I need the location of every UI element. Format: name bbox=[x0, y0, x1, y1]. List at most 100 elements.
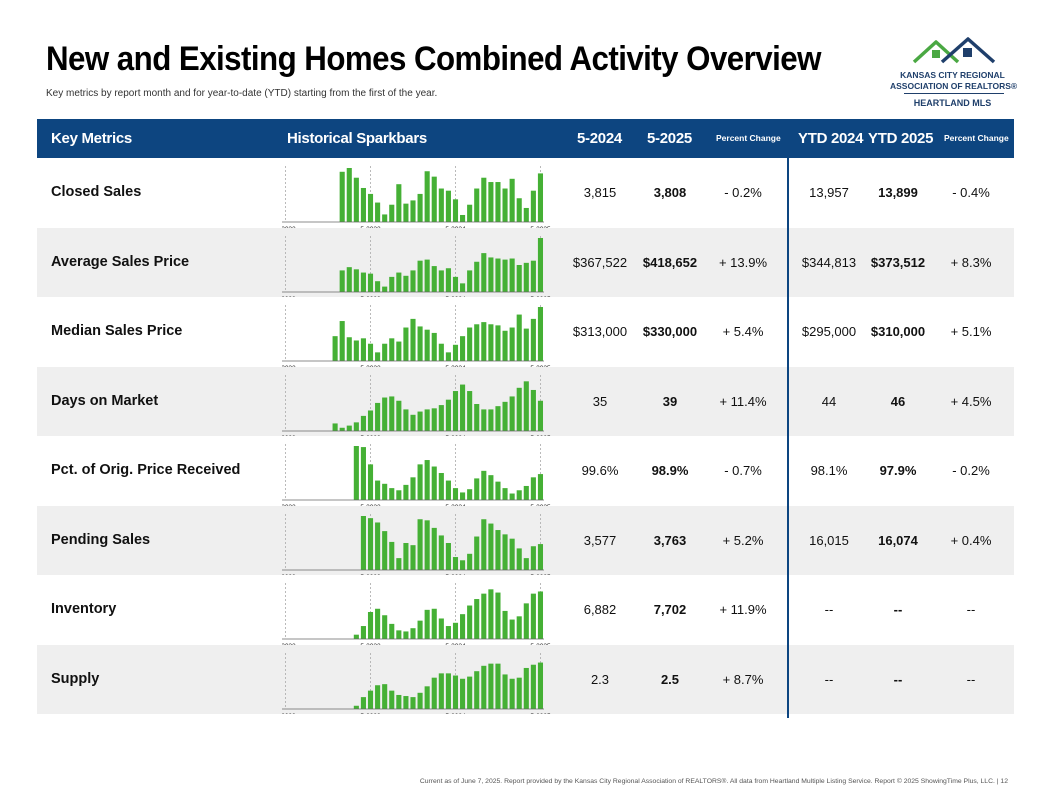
sparkbar-chart: 5-2022 5-2023 5-2024 5-2025 bbox=[282, 652, 551, 715]
sparkbar-bar bbox=[452, 199, 459, 222]
sparkbar-bar bbox=[445, 399, 451, 431]
sparkbar-bar bbox=[438, 672, 444, 709]
sparkbar-tick-label: 5-2023 bbox=[360, 643, 381, 645]
sparkbar-bar bbox=[495, 182, 501, 222]
sparkbar-bar bbox=[382, 615, 388, 639]
metric-row: Average Sales Price $367,522 $418,652 + 13.… bbox=[37, 227, 1014, 298]
sparkbar-bar bbox=[431, 466, 437, 500]
sparkbar-bar bbox=[530, 318, 536, 361]
sparkbar-bar bbox=[424, 685, 430, 709]
sparkbar-tick-label: 5-2024 bbox=[445, 435, 466, 437]
sparkbar-tick-label: 5-2025 bbox=[530, 504, 551, 506]
sparkbar-bar bbox=[481, 322, 487, 361]
sparkbar-bar bbox=[353, 268, 359, 292]
sparkbar-bar bbox=[516, 677, 522, 709]
value-month-2025: $418,652 bbox=[642, 254, 698, 270]
sparkbar-bar bbox=[452, 390, 459, 431]
sparkbar-bar bbox=[523, 557, 529, 570]
sparkbar-bar bbox=[474, 403, 480, 431]
value-ytd-2025: -- bbox=[893, 602, 903, 617]
sparkbar-bar bbox=[339, 321, 345, 361]
sparkbar-bar bbox=[431, 608, 437, 639]
header-ytd-2025: YTD 2025 bbox=[868, 130, 934, 147]
sparkbar-bar bbox=[495, 481, 501, 500]
sparkbar-bar bbox=[417, 692, 423, 709]
footer-note: Current as of June 7, 2025. Report provi… bbox=[419, 778, 1008, 785]
value-ytd-2024: -- bbox=[824, 602, 834, 617]
sparkbar-bar bbox=[424, 460, 430, 500]
sparkbar-tick-label: 5-2024 bbox=[445, 226, 466, 228]
logo-text-line1: KANSAS CITY REGIONAL bbox=[900, 70, 1005, 80]
value-month-2025: 98.9% bbox=[651, 463, 689, 478]
house-roof-icon bbox=[912, 37, 996, 64]
sparkbar-bar bbox=[410, 318, 416, 361]
sparkbar-bar bbox=[452, 276, 459, 292]
sparkbar-tick-label: 5-2025 bbox=[530, 226, 551, 228]
sparkbar-bar bbox=[396, 630, 402, 639]
sparkbar-tick-label: 5-2022 bbox=[282, 226, 296, 228]
metric-label: Supply bbox=[51, 670, 100, 687]
sparkbar-bar bbox=[339, 269, 345, 292]
sparkbar-chart: 5-2022 5-2023 5-2024 5-2025 bbox=[282, 444, 551, 506]
sparkbar-bar bbox=[410, 414, 416, 431]
sparkbar-bar bbox=[467, 676, 473, 709]
sparkbar-bar bbox=[346, 168, 352, 222]
value-month-2024: 2.3 bbox=[590, 671, 610, 687]
sparkbar-bar bbox=[375, 521, 381, 570]
header-month-2025: 5-2025 bbox=[647, 130, 692, 147]
sparkbar-bar bbox=[367, 193, 374, 222]
sparkbar-tick-label: 5-2024 bbox=[445, 713, 466, 715]
header-percent-change: Percent Change bbox=[716, 133, 781, 143]
sparkbar-bar bbox=[424, 408, 430, 431]
metric-row: Days on Market 35 39 + 11.4% 44 46 + 4.5% 5-202… bbox=[37, 366, 1014, 437]
sparkbar-bar bbox=[424, 609, 430, 639]
sparkbar-tick-label: 5-2025 bbox=[530, 296, 551, 298]
sparkbar-bar bbox=[367, 464, 374, 500]
sparkbar-bar bbox=[417, 620, 423, 639]
sparkbar-bar bbox=[474, 599, 480, 639]
sparkbar-bar bbox=[360, 187, 366, 222]
sparkbar-tick-label: 5-2025 bbox=[530, 643, 551, 645]
sparkbar-bar bbox=[360, 415, 366, 431]
value-ytd-2025: 16,074 bbox=[878, 532, 918, 548]
sparkbar-tick-label: 5-2022 bbox=[282, 713, 296, 715]
sparkbar-bar bbox=[410, 477, 416, 500]
value-percent-change: + 13.9% bbox=[718, 254, 768, 270]
sparkbar-bar bbox=[389, 276, 395, 292]
value-ytd-2024: 16,015 bbox=[809, 532, 849, 548]
sparkbar-bar bbox=[417, 260, 423, 292]
header-key-metrics: Key Metrics bbox=[51, 130, 132, 147]
value-month-2024: $367,522 bbox=[572, 254, 628, 270]
sparkbar-bar bbox=[530, 477, 536, 500]
sparkbar-bar bbox=[382, 214, 388, 222]
value-ytd-percent-change: + 5.1% bbox=[950, 324, 992, 339]
header-ytd-2024: YTD 2024 bbox=[798, 130, 864, 147]
metric-row: Closed Sales 3,815 3,808 - 0.2% 13,957 13,899… bbox=[37, 158, 1014, 228]
sparkbar-bar bbox=[509, 258, 515, 292]
value-ytd-2025: 46 bbox=[890, 393, 906, 409]
sparkbar-tick-label: 5-2024 bbox=[445, 504, 466, 506]
sparkbar-bar bbox=[445, 672, 451, 709]
sparkbar-bar bbox=[438, 534, 444, 570]
value-ytd-2024: -- bbox=[824, 671, 834, 687]
sparkbar-bar bbox=[467, 327, 473, 361]
sparkbar-tick-label: 5-2025 bbox=[530, 435, 551, 437]
sparkbar-bar bbox=[467, 553, 473, 570]
value-month-2025: 39 bbox=[662, 393, 678, 409]
sparkbar-tick-label: 5-2025 bbox=[530, 365, 551, 367]
page-subtitle: Key metrics by report month and for year… bbox=[46, 88, 438, 99]
sparkbar-bar bbox=[410, 696, 416, 709]
sparkbar-bar bbox=[467, 489, 473, 500]
value-month-2025: 2.5 bbox=[660, 671, 680, 687]
sparkbar-tick-label: 5-2023 bbox=[360, 574, 381, 576]
sparkbar-bar bbox=[467, 390, 473, 431]
sparkbar-tick-label: 5-2025 bbox=[530, 574, 551, 576]
sparkbar-bar bbox=[502, 188, 508, 222]
sparkbar-bar bbox=[523, 380, 529, 431]
sparkbar-bar bbox=[417, 518, 423, 570]
sparkbar-bar bbox=[410, 269, 416, 292]
sparkbar-bar bbox=[523, 485, 529, 500]
sparkbar-bar bbox=[410, 200, 416, 222]
sparkbar-bar bbox=[396, 557, 402, 570]
header-ytd-percent-change: Percent Change bbox=[944, 133, 1009, 143]
